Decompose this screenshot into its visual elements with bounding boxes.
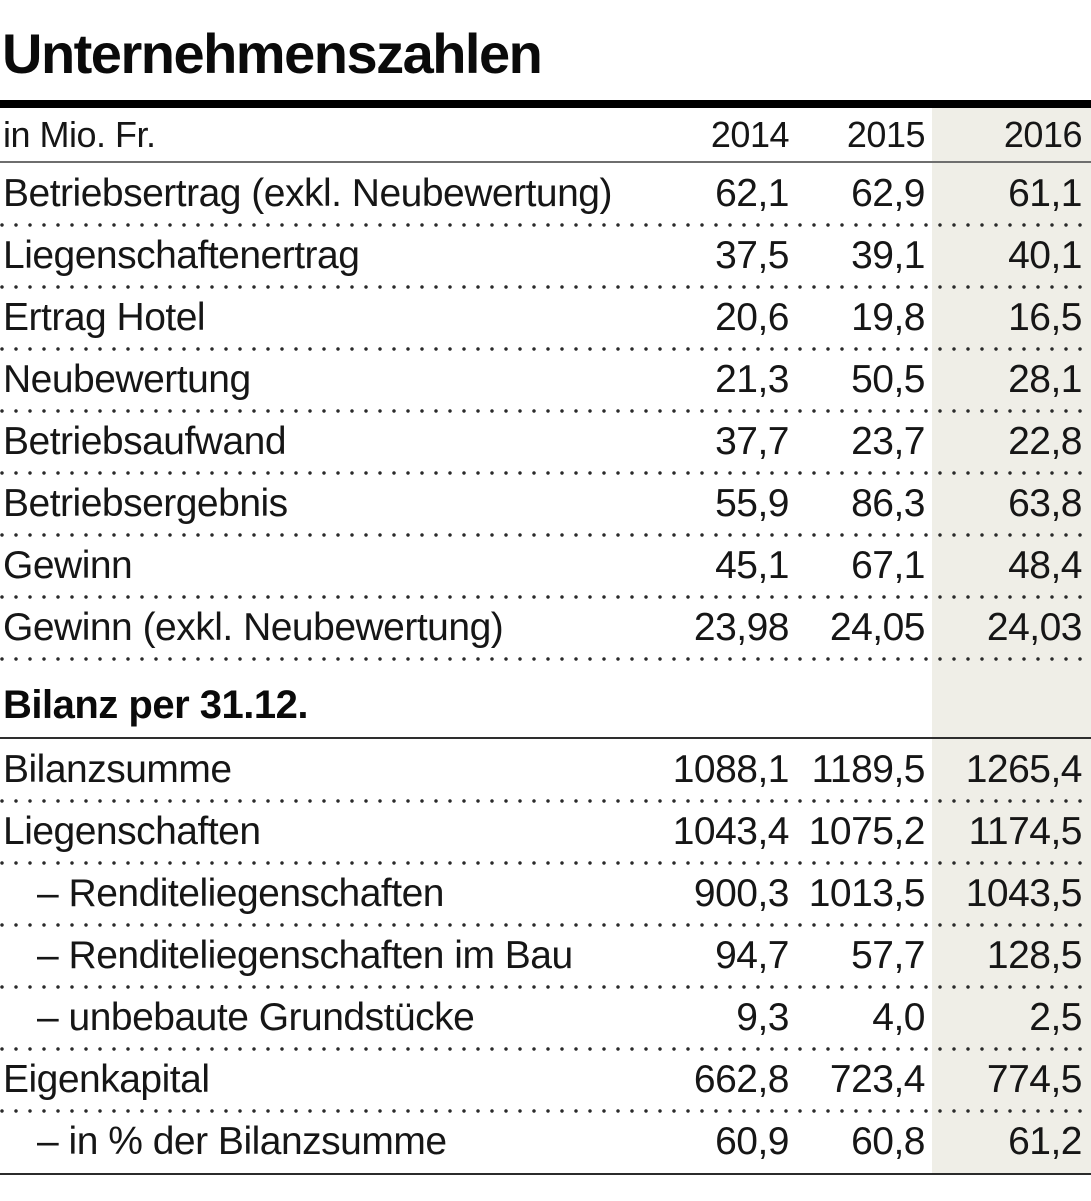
section-header: Bilanz per 31.12. [0, 659, 1091, 739]
value-2016: 40,1 [1008, 234, 1082, 277]
row-label: Betriebsergebnis [3, 482, 288, 525]
row-label: Ertrag Hotel [3, 296, 206, 339]
value-2016: 1043,5 [965, 872, 1083, 915]
value-2015: 19,8 [851, 296, 925, 339]
value-2015: 67,1 [851, 544, 925, 587]
table-row: Gewinn 45,1 67,1 48,4 [0, 535, 1091, 599]
row-label: Betriebsertrag (exkl. Neubewertung) [3, 172, 612, 215]
table-row: Betriebsaufwand 37,7 23,7 22,8 [0, 411, 1091, 475]
unit-label: in Mio. Fr. [3, 114, 156, 155]
row-label: – unbebaute Grundstücke [37, 996, 475, 1039]
row-label: Bilanzsumme [3, 748, 232, 791]
value-2015: 57,7 [851, 934, 925, 977]
value-2016: 1174,5 [968, 810, 1083, 853]
value-2016: 63,8 [1008, 482, 1082, 525]
table-row: Betriebsergebnis 55,9 86,3 63,8 [0, 473, 1091, 537]
page-title: Unternehmenszahlen [2, 22, 543, 85]
value-2015: 1013,5 [808, 872, 926, 915]
table-row: – in % der Bilanzsumme 60,9 60,8 61,2 [0, 1111, 1091, 1173]
value-2015: 39,1 [851, 234, 925, 277]
value-2015: 4,0 [872, 996, 925, 1039]
value-2014: 9,3 [736, 996, 789, 1039]
value-2014: 37,5 [715, 234, 789, 277]
bottom-rule [0, 1173, 1091, 1175]
value-2014: 94,7 [715, 934, 789, 977]
table-row: – Renditeliegenschaften im Bau 94,7 57,7 12… [0, 925, 1091, 989]
value-2016: 61,2 [1008, 1120, 1082, 1163]
value-2016: 48,4 [1008, 544, 1082, 587]
value-2014: 23,98 [693, 606, 790, 649]
value-2014: 62,1 [715, 172, 789, 215]
value-2016: 24,03 [986, 606, 1083, 649]
table-row: Liegenschaftenertrag 37,5 39,1 40,1 [0, 225, 1091, 289]
year-header-2015: 2015 [846, 114, 926, 155]
value-2014: 60,9 [715, 1120, 789, 1163]
value-2014: 37,7 [715, 420, 789, 463]
value-2014: 662,8 [693, 1058, 790, 1101]
value-2016: 128,5 [986, 934, 1083, 977]
value-2015: 23,7 [851, 420, 925, 463]
value-2015: 1189,5 [811, 748, 926, 791]
value-2015: 1075,2 [808, 810, 926, 853]
value-2014: 21,3 [715, 358, 789, 401]
title-rule [0, 100, 1091, 108]
value-2015: 50,5 [851, 358, 925, 401]
value-2016: 28,1 [1008, 358, 1082, 401]
value-2014: 900,3 [693, 872, 790, 915]
value-2016: 16,5 [1008, 296, 1082, 339]
table-row: Bilanzsumme 1088,1 1189,5 1265,4 [0, 739, 1091, 803]
table-content: Unternehmenszahlen in Mio. Fr. 2014 2015 2… [0, 26, 1091, 1175]
value-2016: 2,5 [1029, 996, 1082, 1039]
value-2015: 86,3 [851, 482, 925, 525]
value-2015: 24,05 [829, 606, 926, 649]
row-label: – Renditeliegenschaften im Bau [37, 934, 573, 977]
table-row: – Renditeliegenschaften 900,3 1013,5 1043,5 [0, 863, 1091, 927]
value-2014: 20,6 [715, 296, 789, 339]
row-label: Betriebsaufwand [3, 420, 287, 463]
row-label: Liegenschaftenertrag [3, 234, 360, 277]
value-2016: 61,1 [1008, 172, 1082, 215]
table-row: – unbebaute Grundstücke 9,3 4,0 2,5 [0, 987, 1091, 1051]
table-row: Neubewertung 21,3 50,5 28,1 [0, 349, 1091, 413]
value-2015: 62,9 [851, 172, 925, 215]
table-row: Liegenschaften 1043,4 1075,2 1174,5 [0, 801, 1091, 865]
value-2015: 723,4 [829, 1058, 926, 1101]
table-body: Betriebsertrag (exkl. Neubewertung) 62,1 6… [0, 163, 1091, 1173]
row-label: Gewinn [3, 544, 133, 587]
table-row: Ertrag Hotel 20,6 19,8 16,5 [0, 287, 1091, 351]
table-row: Eigenkapital 662,8 723,4 774,5 [0, 1049, 1091, 1113]
table-row: Betriebsertrag (exkl. Neubewertung) 62,1 6… [0, 163, 1091, 227]
row-label: – in % der Bilanzsumme [37, 1120, 447, 1163]
value-2014: 45,1 [715, 544, 789, 587]
row-label: Gewinn (exkl. Neubewertung) [3, 606, 504, 649]
table-row: Gewinn (exkl. Neubewertung) 23,98 24,05 24,… [0, 597, 1091, 661]
value-2014: 55,9 [715, 482, 789, 525]
row-label: Eigenkapital [3, 1058, 210, 1101]
value-2015: 60,8 [851, 1120, 925, 1163]
row-label: Liegenschaften [3, 810, 261, 853]
row-label: Neubewertung [3, 358, 251, 401]
table-header-row: in Mio. Fr. 2014 2015 2016 [0, 108, 1091, 163]
year-header-2014: 2014 [710, 114, 790, 155]
value-2016: 774,5 [986, 1058, 1083, 1101]
value-2016: 1265,4 [965, 748, 1083, 791]
row-label: – Renditeliegenschaften [37, 872, 444, 915]
value-2016: 22,8 [1008, 420, 1082, 463]
value-2014: 1043,4 [672, 810, 790, 853]
value-2014: 1088,1 [672, 748, 790, 791]
year-header-2016: 2016 [1003, 114, 1083, 155]
